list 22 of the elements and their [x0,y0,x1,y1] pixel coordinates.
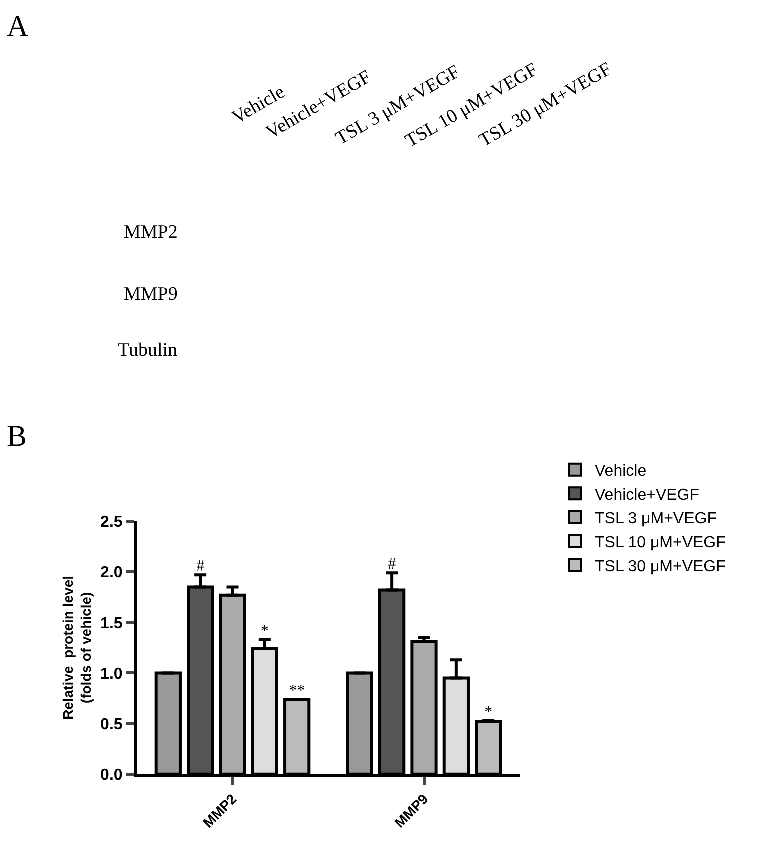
y-tick-label: 0.0 [100,766,123,784]
y-tick-label: 2.5 [100,514,123,532]
y-tick-label: 2.0 [100,564,123,582]
y-axis-title: Relative protein level (folds of vehicle) [60,576,94,720]
text: MMP9 [124,284,178,305]
y-tick-label: 1.0 [100,666,123,683]
legend-label: Vehicle [595,463,647,480]
data-label: # [196,558,205,576]
data-label: ** [289,682,306,700]
data-label: * [260,622,269,640]
text: A [7,10,29,43]
text: B [7,420,28,453]
text: Tubulin [118,340,178,361]
legend-label: TSL 30 μM+VEGF [595,558,726,576]
legend-label: TSL 3 μM+VEGF [595,510,718,528]
y-tick-label: 1.5 [100,615,123,632]
text: MMP2 [124,222,178,243]
data-label: * [484,704,493,721]
data-label: # [388,556,396,574]
y-tick-label: 0.5 [100,716,123,734]
legend-label: TSL 10 μM+VEGF [595,534,726,552]
legend-label: Vehicle+VEGF [595,486,700,504]
